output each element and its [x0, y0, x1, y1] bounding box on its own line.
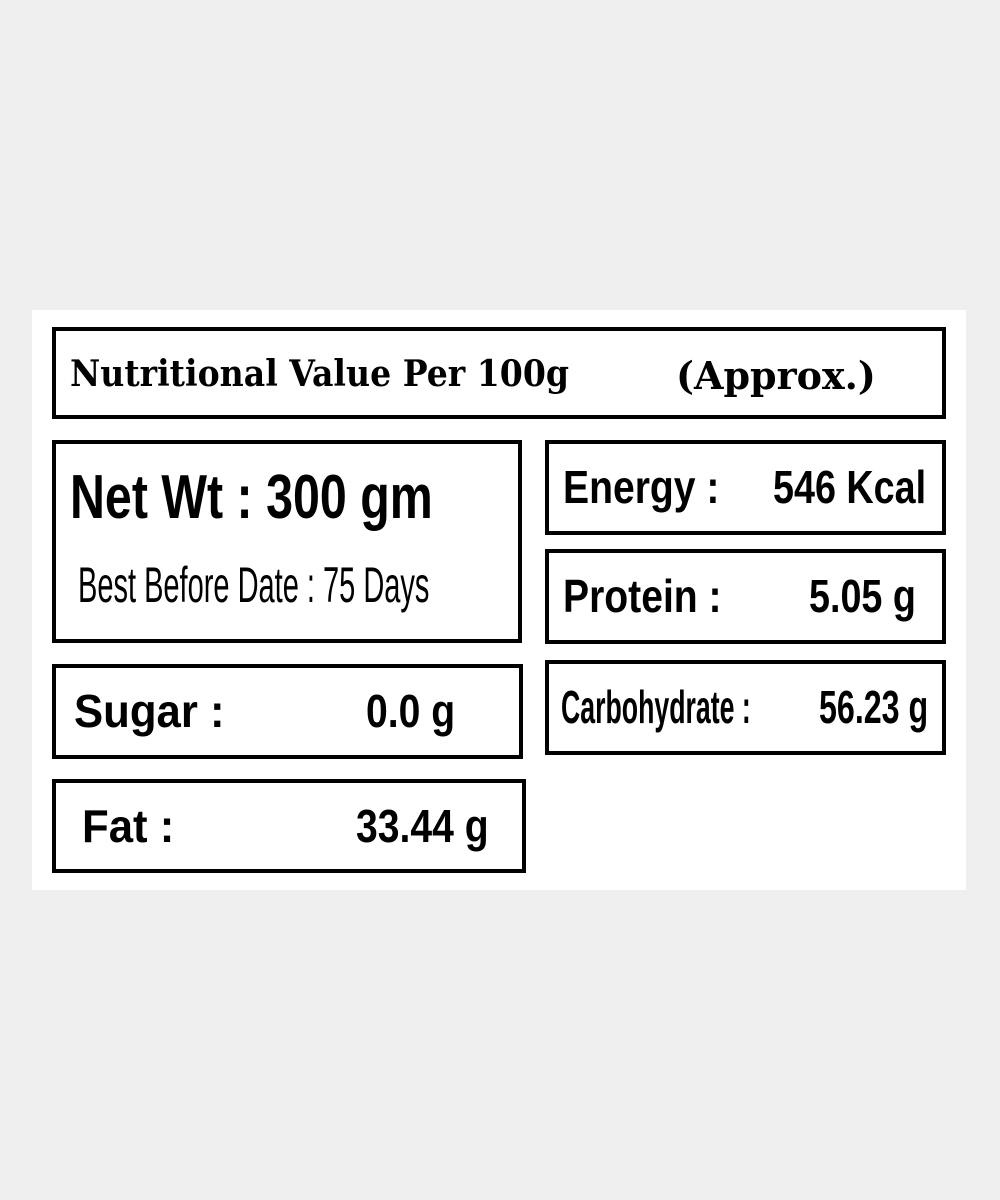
- nutrient-box: Carbohydrate : 56.23 g: [545, 660, 946, 755]
- nutrient-box: Protein : 5.05 g: [545, 549, 946, 644]
- nutrient-name: Carbohydrate :: [561, 681, 751, 733]
- nutrient-value: 56.23 g: [819, 681, 929, 733]
- nutrient-value: 546 Kcal: [773, 461, 927, 513]
- nutrient-box: Sugar : 0.0 g: [52, 664, 523, 759]
- nutrient-name: Sugar :: [74, 685, 225, 737]
- best-before: Best Before Date : 75 Days: [78, 557, 430, 613]
- nutrient-value: 0.0 g: [366, 685, 456, 737]
- net-weight-box: Net Wt : 300 gm Best Before Date : 75 Da…: [52, 440, 522, 643]
- title-note: (Approx.): [676, 353, 876, 398]
- nutrient-box: Fat : 33.44 g: [52, 779, 526, 873]
- nutrient-value: 33.44 g: [356, 800, 489, 852]
- nutrient-name: Fat :: [82, 800, 175, 852]
- nutrient-name: Energy :: [563, 461, 720, 513]
- nutrient-value: 5.05 g: [809, 570, 916, 622]
- nutrient-name: Protein :: [563, 570, 722, 622]
- title: Nutritional Value Per 100g: [70, 353, 570, 395]
- nutrient-box: Energy : 546 Kcal: [545, 440, 946, 535]
- title-box: Nutritional Value Per 100g (Approx.): [52, 327, 946, 419]
- net-weight: Net Wt : 300 gm: [70, 463, 433, 532]
